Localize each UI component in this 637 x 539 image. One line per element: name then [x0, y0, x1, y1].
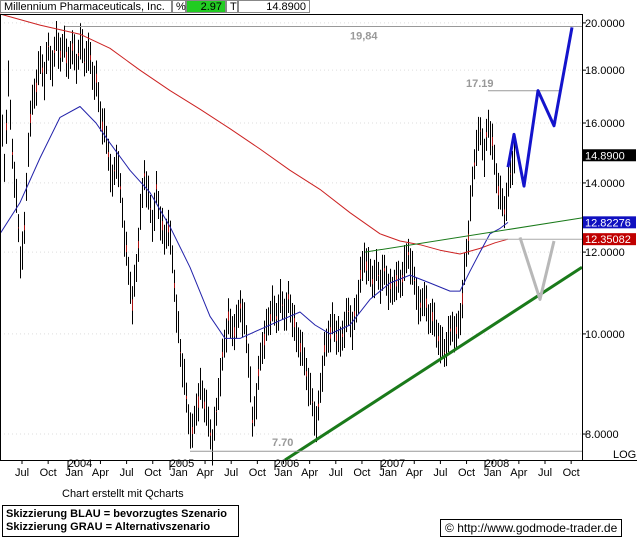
plot-frame: [0, 14, 583, 461]
x-year-label: 2004: [68, 458, 92, 470]
y-tick-label: 18.0000: [585, 65, 625, 77]
x-month-label: Apr: [510, 467, 527, 479]
x-month-label: Oct: [458, 467, 475, 479]
scenario-grey: [518, 236, 556, 301]
copyright-icon: ©: [445, 521, 454, 535]
x-month-label: Apr: [301, 467, 318, 479]
pct-label: %: [172, 0, 186, 13]
x-month-label: Oct: [40, 467, 57, 479]
sma-50: [0, 106, 509, 339]
x-month-label: Jan: [170, 467, 188, 479]
x-year-label: 2007: [381, 458, 405, 470]
annotation-label: 19,84: [350, 30, 378, 42]
legend-blue: Skizzierung BLAU = bevorzugtes Szenario: [6, 508, 227, 520]
annotation-layer: 19,84 17.19 7.70: [272, 30, 494, 449]
x-month-label: Apr: [92, 467, 109, 479]
x-month-label: Jul: [120, 467, 134, 479]
x-month-label: Jan: [275, 467, 293, 479]
x-month-label: Apr: [196, 467, 213, 479]
x-month-label: Oct: [249, 467, 266, 479]
y-tick-label: 8.0000: [585, 429, 619, 441]
y-tick-label: 20.0000: [585, 18, 625, 30]
annotation-label: 7.70: [272, 437, 293, 449]
x-month-label: Jul: [15, 467, 29, 479]
x-month-label: Jul: [433, 467, 447, 479]
x-month-label: Jan: [379, 467, 397, 479]
scenario-legend: Skizzierung BLAU = bevorzugtes Szenario …: [2, 505, 239, 537]
legend-grey: Skizzierung GRAU = Alternativszenario: [6, 521, 211, 533]
series-layer: [0, 13, 583, 466]
x-year-label: 2005: [170, 458, 194, 470]
scenario-blue: [506, 27, 574, 188]
x-month-label: Oct: [563, 467, 580, 479]
x-month-label: Jan: [65, 467, 83, 479]
chart-credit: Chart erstellt mit Qcharts: [62, 488, 184, 500]
ticker-header: Millennium Pharmaceuticals, Inc. % 2.97 …: [0, 0, 310, 14]
axes: 20.0000 18.0000 16.0000 14.0000 12.0000 10.00…: [0, 14, 637, 479]
x-year-label: 2008: [485, 458, 509, 470]
resistance-line: [364, 217, 583, 253]
change-value: 2.97: [186, 0, 226, 13]
grid: [0, 22, 582, 435]
x-year-label: 2006: [275, 458, 299, 470]
x-month-label: Oct: [144, 467, 161, 479]
value-tag: [583, 149, 636, 162]
y-tick-label: 14.0000: [585, 178, 625, 190]
value-tag: [583, 233, 636, 246]
last-price: 14.8900: [238, 0, 310, 13]
value-tag-label: 12.82276: [585, 217, 631, 229]
y-tick-label: 16.0000: [585, 118, 625, 130]
annotation-label: 17.19: [466, 78, 494, 90]
value-tag-label: 12.35082: [585, 234, 631, 246]
x-month-label: Jul: [224, 467, 238, 479]
value-tag-label: 14.8900: [585, 150, 625, 162]
x-month-label: Jan: [484, 467, 502, 479]
y-tick-label: 10.0000: [585, 329, 625, 341]
x-month-label: Jul: [538, 467, 552, 479]
ticker-name: Millennium Pharmaceuticals, Inc.: [0, 0, 172, 13]
x-month-label: Oct: [353, 467, 370, 479]
price-bars: [0, 20, 515, 466]
sma-200: [0, 13, 509, 255]
source-link[interactable]: © http://www.godmode-trader.de: [440, 519, 623, 537]
value-tag: [583, 216, 636, 229]
scale-label: LOG: [613, 449, 636, 461]
y-tick-label: 12.0000: [585, 247, 625, 259]
uptrend-line: [284, 266, 583, 462]
x-month-label: Apr: [406, 467, 423, 479]
x-month-label: Jul: [329, 467, 343, 479]
t-label: T: [226, 0, 238, 13]
source-url: http://www.godmode-trader.de: [457, 521, 618, 535]
